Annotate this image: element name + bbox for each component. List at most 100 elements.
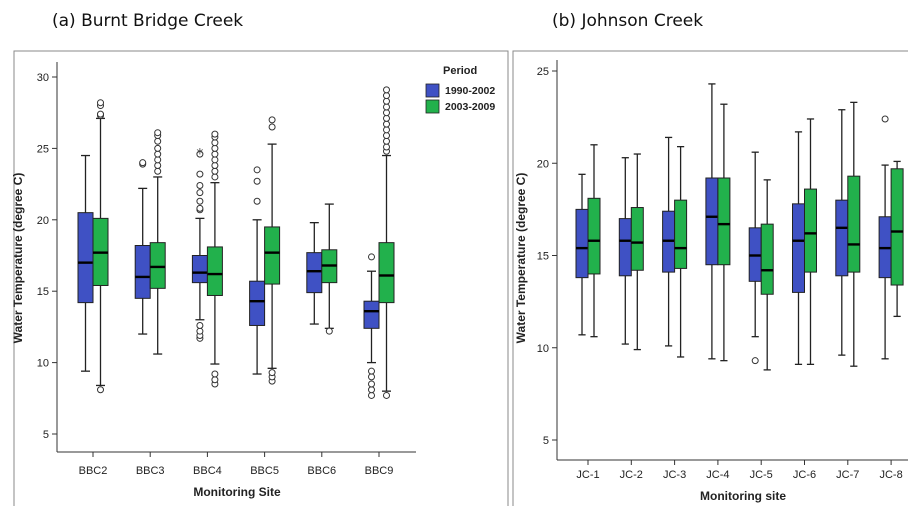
y-tick-label: 30 (37, 72, 49, 84)
x-tick-label-jc-4: JC-4 (706, 469, 729, 481)
outlier-point (383, 143, 390, 151)
chart-burnt-bridge-creek: (a) Burnt Bridge Creek 5 10 15 20 25 30 BBC2 B… (11, 11, 509, 506)
x-tick-label-bbc4: BBC4 (193, 465, 222, 477)
outlier-point (154, 137, 162, 145)
legend-entry-1990-2002: 1990-2002 (445, 85, 495, 97)
outlier-point (154, 156, 162, 164)
y-tick-label: 20 (537, 158, 549, 170)
box-jc-1-2003-2009 (587, 144, 601, 338)
x-tick-label-jc-1: JC-1 (576, 469, 599, 481)
x-tick-label-jc-3: JC-3 (663, 469, 686, 481)
legend-swatch-2003-2009 (425, 99, 440, 114)
outlier-point (139, 159, 147, 167)
box-jc-7-1990-2002 (835, 109, 849, 356)
outlier-point (751, 357, 759, 365)
y-tick-label: 15 (537, 251, 549, 263)
box-jc-3-1990-2002 (662, 136, 676, 347)
outlier-point (211, 130, 219, 138)
legend-entry-2003-2009: 2003-2009 (445, 101, 495, 113)
y-tick-label: 5 (43, 429, 49, 441)
outlier-point (97, 110, 104, 118)
outlier-point (383, 391, 390, 399)
outlier-point (196, 204, 204, 212)
box-iqr (804, 188, 817, 273)
outlier-point (268, 369, 276, 377)
outlier-point (211, 370, 219, 378)
legend-swatch-1990-2002 (425, 83, 440, 98)
outlier-point (368, 367, 375, 375)
box-iqr (378, 242, 395, 304)
outlier-point (383, 92, 390, 100)
outlier-point (253, 177, 261, 185)
box-iqr (618, 218, 632, 277)
extreme-marker: * (196, 146, 203, 162)
outlier-point (211, 139, 219, 147)
box-iqr (705, 177, 719, 266)
chart-a-frame (13, 50, 509, 506)
box-jc-4-2003-2009 (717, 103, 731, 362)
box-jc-7-2003-2009 (847, 101, 861, 367)
box-bbc9-2003-2009 (378, 86, 395, 399)
box-bbc9-1990-2002 (363, 253, 380, 399)
outlier-point (368, 391, 375, 399)
box-iqr (890, 168, 904, 286)
box-bbc4-1990-2002 (191, 150, 208, 342)
outlier-point (383, 86, 390, 94)
outlier-point (383, 126, 390, 134)
x-tick-label-bbc2: BBC2 (79, 465, 108, 477)
outlier-point (196, 182, 204, 190)
chart-b-y-label: Water Temperature (degree C) (514, 173, 528, 344)
box-iqr (264, 226, 281, 285)
outlier-point (368, 386, 375, 394)
box-iqr (674, 199, 688, 269)
x-tick-label-jc-5: JC-5 (750, 469, 773, 481)
box-iqr (847, 175, 861, 273)
box-iqr (206, 246, 223, 296)
box-iqr (191, 255, 208, 284)
box-bbc6-2003-2009 (321, 203, 338, 335)
outlier-point (383, 114, 390, 122)
box-iqr (587, 197, 601, 275)
box-jc-6-1990-2002 (792, 131, 805, 366)
outlier-point (154, 144, 162, 152)
outlier-point (97, 386, 104, 394)
outlier-point (211, 150, 219, 158)
chart-a-title: (a) Burnt Bridge Creek (52, 11, 243, 31)
box-jc-5-2003-2009 (760, 179, 774, 371)
outlier-point (154, 129, 162, 137)
outlier-point (211, 144, 219, 152)
outlier-point (211, 156, 219, 164)
outlier-point (154, 162, 162, 170)
box-iqr (717, 177, 731, 266)
outlier-point (196, 321, 204, 329)
y-tick-label: 10 (37, 358, 49, 370)
chart-b-frame (512, 50, 908, 506)
outlier-point (368, 380, 375, 388)
y-tick-label: 25 (37, 143, 49, 155)
x-tick-label-bbc6: BBC6 (307, 465, 336, 477)
y-tick-label: 20 (37, 215, 49, 227)
box-iqr (306, 252, 323, 294)
box-jc-5-1990-2002 (748, 151, 762, 365)
x-tick-label-jc-7: JC-7 (836, 469, 859, 481)
box-jc-2-2003-2009 (630, 153, 644, 351)
x-tick-label-bbc5: BBC5 (250, 465, 279, 477)
box-bbc2-2003-2009 (92, 99, 109, 394)
box-jc-8-2003-2009 (890, 160, 904, 318)
x-tick-label-jc-8: JC-8 (879, 469, 902, 481)
outlier-point (268, 116, 276, 124)
box-jc-8-1990-2002 (878, 115, 892, 360)
box-bbc5-2003-2009 (264, 116, 281, 385)
outlier-point (253, 197, 261, 205)
box-bbc3-1990-2002 (134, 159, 151, 335)
box-iqr (835, 199, 849, 277)
box-iqr (149, 242, 166, 289)
chart-johnson-creek: (b) Johnson Creek 5 10 15 20 25 JC-1 JC-2 JC-3… (512, 11, 908, 506)
box-bbc6-1990-2002 (306, 222, 323, 325)
outlier-point (383, 109, 390, 117)
chart-a-legend: Period 1990-2002 2003-2009 (425, 65, 495, 114)
outlier-point (196, 189, 204, 197)
box-bbc3-2003-2009 (149, 129, 166, 355)
y-tick-label: 25 (537, 66, 549, 78)
legend-title: Period (443, 65, 477, 77)
